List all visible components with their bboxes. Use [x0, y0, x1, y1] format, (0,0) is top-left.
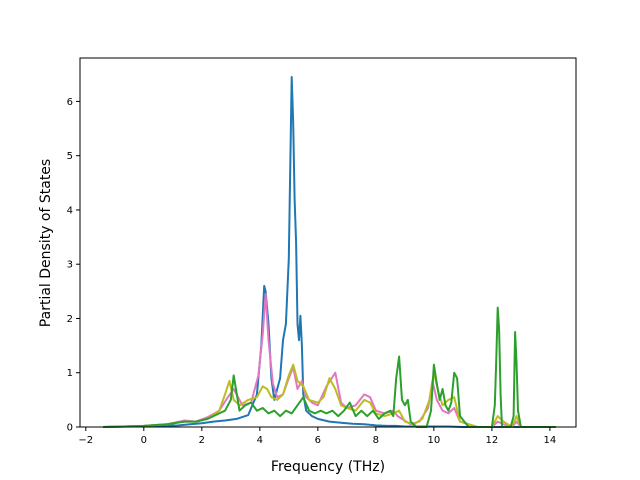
x-tick-label: 4 — [257, 435, 263, 446]
x-tick-label: 6 — [315, 435, 321, 446]
y-tick-label: 0 — [67, 423, 73, 434]
x-tick-label: 2 — [199, 435, 205, 446]
x-tick-label: 10 — [428, 435, 441, 446]
y-tick-label: 5 — [67, 151, 73, 162]
x-tick-label: 0 — [141, 435, 147, 446]
x-tick-label: 8 — [373, 435, 379, 446]
y-tick-label: 3 — [67, 260, 73, 271]
series-line-3 — [103, 306, 556, 428]
y-tick-label: 6 — [67, 97, 73, 108]
x-tick-label: 14 — [544, 435, 557, 446]
x-axis-title: Frequency (THz) — [271, 459, 385, 475]
y-axis: 0 1 2 3 4 5 6 — [67, 97, 80, 434]
x-tick-label: −2 — [78, 435, 93, 446]
y-axis-title: Partial Density of States — [38, 159, 54, 327]
y-tick-label: 4 — [67, 205, 73, 216]
x-axis: −2 0 2 4 6 8 10 12 14 — [78, 427, 556, 446]
x-tick-label: 12 — [486, 435, 499, 446]
series-line-2 — [103, 363, 556, 428]
plot-frame — [79, 57, 577, 428]
y-tick-label: 1 — [67, 368, 73, 379]
y-tick-label: 2 — [67, 314, 73, 325]
